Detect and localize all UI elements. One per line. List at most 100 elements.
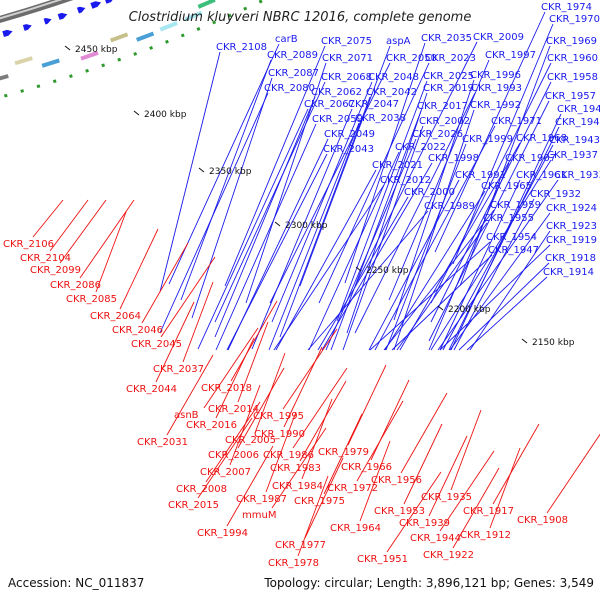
reverse-gene-label: CKR_1922 xyxy=(423,550,474,561)
reverse-gene-label: CKR_1975 xyxy=(294,496,345,507)
reverse-leader-line xyxy=(546,433,600,514)
forward-gene-label: CKR_2043 xyxy=(323,144,374,155)
reverse-leader-line xyxy=(428,435,468,517)
forward-leader-line xyxy=(452,23,554,265)
forward-leader-line xyxy=(439,244,551,351)
forward-leader-line xyxy=(469,230,551,351)
forward-leader-line xyxy=(448,126,560,351)
reverse-gene-label: CKR_1972 xyxy=(327,483,378,494)
forward-gene-label: CKR_2071 xyxy=(322,53,373,64)
forward-leader-line xyxy=(271,81,373,323)
forward-gene-label: CKR_1954 xyxy=(486,232,537,243)
reverse-gene-label: CKR_1908 xyxy=(517,515,568,526)
forward-gene-label: CKR_1924 xyxy=(546,203,597,214)
reverse-leader-line xyxy=(347,364,387,446)
reverse-gene-label: CKR_2044 xyxy=(126,384,177,395)
forward-leader-line xyxy=(346,92,428,334)
forward-gene-arrow xyxy=(22,24,32,31)
forward-gene-label: CKR_2067 xyxy=(304,99,355,110)
forward-gene-label: CKR_1991 xyxy=(455,170,506,181)
forward-leader-line xyxy=(336,80,428,322)
forward-gene-label: CKR_2062 xyxy=(311,87,362,98)
forward-gene-label: CKR_2009 xyxy=(473,32,524,43)
forward-gene-arrow xyxy=(90,1,102,9)
reverse-gene-label: CKR_1977 xyxy=(275,540,326,551)
forward-gene-arrow xyxy=(76,6,86,14)
reverse-leader-line xyxy=(292,367,348,449)
reverse-leader-line xyxy=(304,457,344,539)
forward-leader-line xyxy=(317,196,409,351)
forward-gene-label: CKR_1947 xyxy=(488,245,539,256)
forward-gene-label: CKR_2019 xyxy=(423,83,474,94)
forward-gene-label: CKR_1959 xyxy=(490,200,541,211)
forward-gene-label: CKR_2017 xyxy=(417,101,468,112)
reverse-gene-label: CKR_1912 xyxy=(460,530,511,541)
reverse-gene-label: CKR_1979 xyxy=(318,447,369,458)
forward-gene-label: CKR_2049 xyxy=(324,129,375,140)
forward-leader-line xyxy=(396,222,488,351)
forward-gene-label: CKR_1967 xyxy=(505,153,556,164)
reverse-gene-label: CKR_2006 xyxy=(208,450,259,461)
forward-leader-line xyxy=(368,179,460,351)
feature-bar xyxy=(197,0,216,9)
feature-bar xyxy=(80,50,99,61)
reverse-leader-line xyxy=(59,199,107,264)
page-title: Clostridium kluyveri NBRC 12016, complet… xyxy=(128,10,472,25)
forward-leader-line xyxy=(226,153,328,351)
forward-gene-label: CKR_2023 xyxy=(425,53,476,64)
forward-gene-label: CKR_1932 xyxy=(530,189,581,200)
forward-gene-label: CKR_2012 xyxy=(380,175,431,186)
reverse-leader-line xyxy=(271,427,327,509)
topology-text: Topology: circular; Length: 3,896,121 bp… xyxy=(264,576,594,590)
forward-gene-label: CKR_1999 xyxy=(462,134,513,145)
reverse-gene-label: CKR_2099 xyxy=(30,265,81,276)
reverse-gene-label: CKR_2085 xyxy=(66,294,117,305)
reverse-gene-label: CKR_1986 xyxy=(263,450,314,461)
forward-gene-label: CKR_1957 xyxy=(545,91,596,102)
forward-gene-label: CKR_1989 xyxy=(424,201,475,212)
kbp-tick xyxy=(64,45,71,51)
feature-bar xyxy=(135,31,155,42)
reverse-gene-label: CKR_1990 xyxy=(254,429,305,440)
forward-gene-label: CKR_1996 xyxy=(470,70,521,81)
forward-leader-line xyxy=(321,162,433,351)
reverse-gene-label: CKR_2037 xyxy=(153,364,204,375)
forward-gene-label: CKR_1960 xyxy=(547,53,598,64)
forward-gene-label: CKR_2047 xyxy=(348,99,399,110)
forward-leader-line xyxy=(459,45,551,287)
reverse-leader-line xyxy=(297,475,329,557)
reverse-leader-line xyxy=(197,417,253,499)
forward-gene-label: CKR_2087 xyxy=(268,68,319,79)
kbp-tick xyxy=(437,305,444,311)
forward-leader-line xyxy=(430,62,552,304)
reverse-gene-label: CKR_2015 xyxy=(168,500,219,511)
reverse-leader-line xyxy=(400,392,448,474)
forward-gene-label: CKR_1919 xyxy=(546,235,597,246)
kbp-tick-label: 2250 kbp xyxy=(366,266,409,276)
reverse-leader-line xyxy=(359,440,391,522)
kbp-tick-label: 2200 kbp xyxy=(448,305,491,315)
forward-leader-line xyxy=(393,109,475,351)
forward-gene-label: CKR_1969 xyxy=(546,36,597,47)
reverse-gene-label: CKR_1939 xyxy=(399,518,450,529)
reverse-leader-line xyxy=(95,211,127,293)
reverse-leader-line xyxy=(79,199,135,279)
reverse-leader-line xyxy=(282,328,338,410)
forward-gene-label: CKR_2089 xyxy=(267,50,318,61)
kbp-tick-label: 2400 kbp xyxy=(144,110,187,120)
reverse-gene-label: CKR_1935 xyxy=(421,492,472,503)
forward-leader-line xyxy=(453,198,535,351)
forward-gene-label: CKR_1949 xyxy=(557,104,600,115)
forward-leader-line xyxy=(325,138,417,351)
kbp-tick xyxy=(521,338,528,344)
forward-leader-line xyxy=(344,42,426,284)
forward-gene-label: CKR_1970 xyxy=(549,14,600,25)
reverse-gene-label: CKR_1994 xyxy=(197,528,248,539)
forward-leader-line xyxy=(307,210,429,351)
forward-gene-label: CKR_2022 xyxy=(395,142,446,153)
forward-gene-label: CKR_1961 xyxy=(516,170,567,181)
reverse-leader-line xyxy=(237,321,269,403)
reverse-leader-line xyxy=(160,256,216,338)
forward-leader-line xyxy=(268,122,360,351)
reverse-leader-line xyxy=(323,413,363,495)
